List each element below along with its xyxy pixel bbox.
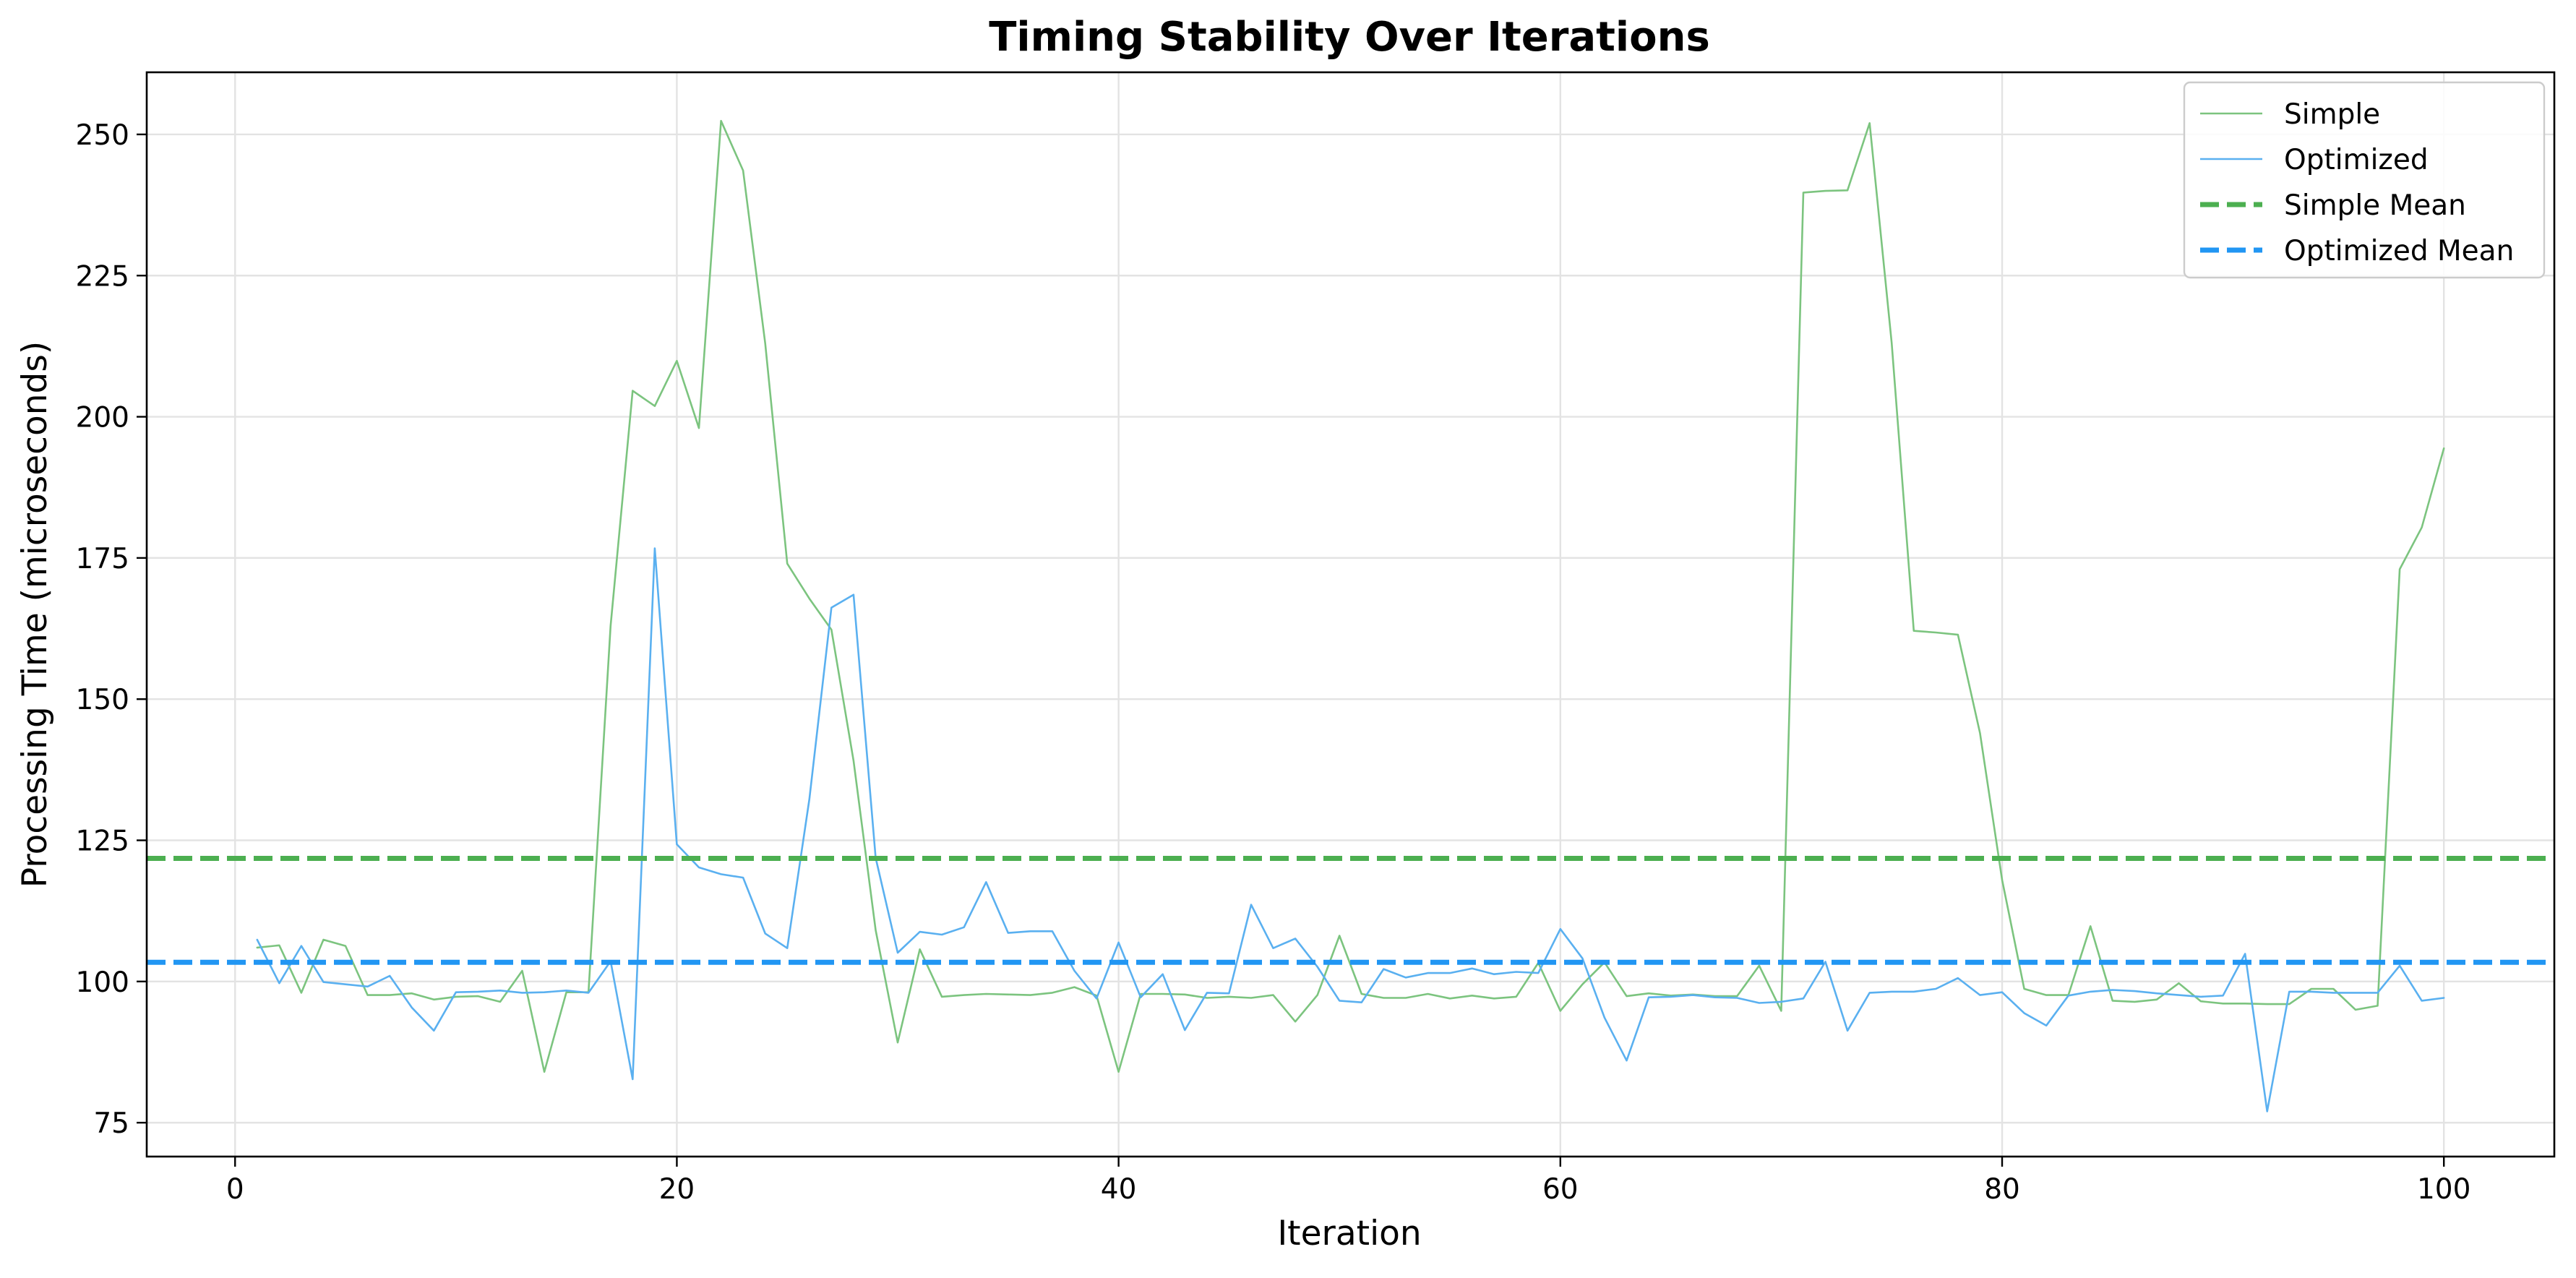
x-axis-label: Iteration (1277, 1214, 1421, 1253)
y-tick-label: 225 (76, 260, 129, 293)
chart-title: Timing Stability Over Iterations (989, 14, 1710, 61)
grid-layer (147, 72, 2554, 1157)
x-tick-label: 80 (1984, 1173, 2020, 1206)
plot-frame (145, 71, 2556, 1158)
legend-label-optimized-mean: Optimized Mean (2284, 235, 2514, 267)
x-tick-label: 0 (226, 1173, 244, 1206)
y-tick-label: 75 (93, 1107, 129, 1140)
y-axis-label: Processing Time (microseconds) (15, 341, 55, 888)
legend-box (2183, 81, 2546, 279)
y-tick-label: 125 (76, 825, 129, 858)
legend-label-simple-mean: Simple Mean (2284, 189, 2466, 222)
tick-layer: 0 20 40 60 80 100 75 100 125 150 175 200 225 250 (76, 119, 2471, 1206)
data-layer (147, 119, 2554, 1112)
legend-label-optimized: Optimized (2284, 144, 2429, 176)
series-line-optimized (256, 547, 2445, 1112)
x-tick-label: 20 (659, 1173, 695, 1206)
y-tick-label: 250 (76, 119, 129, 152)
x-tick-label: 100 (2417, 1173, 2470, 1206)
y-tick-label: 175 (76, 543, 129, 575)
legend: Simple Optimized Simple Mean Optimized Mean (2183, 81, 2546, 279)
legend-label-simple: Simple (2284, 98, 2380, 131)
y-tick-label: 100 (76, 966, 129, 999)
y-tick-label: 200 (76, 402, 129, 434)
x-tick-label: 40 (1101, 1173, 1137, 1206)
y-tick-label: 150 (76, 684, 129, 716)
x-tick-label: 60 (1542, 1173, 1579, 1206)
